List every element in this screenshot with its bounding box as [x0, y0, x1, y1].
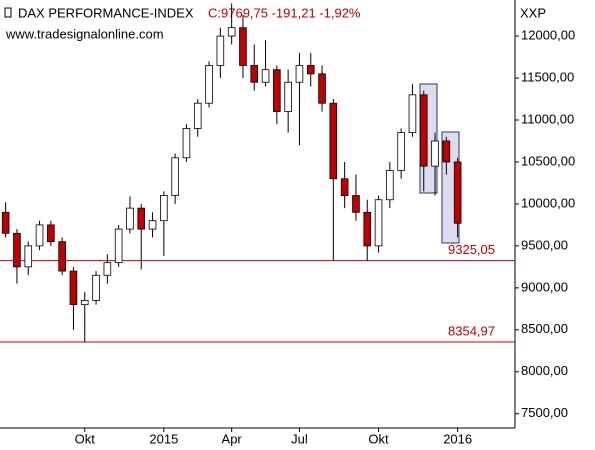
- candle-body: [171, 157, 179, 196]
- candle-body: [182, 127, 191, 159]
- candle-body: [431, 140, 439, 167]
- candle-body: [306, 65, 315, 75]
- axis-label: XXP: [520, 5, 546, 20]
- candle-body: [295, 65, 304, 83]
- x-tick-label: Okt: [368, 431, 389, 446]
- chart-title: DAX PERFORMANCE-INDEX: [18, 5, 194, 20]
- y-tick-label: 10000,00: [521, 195, 575, 210]
- source: www.tradesignalonline.com: [5, 26, 164, 41]
- candle-body: [239, 27, 247, 66]
- y-tick-label: 11500,00: [521, 69, 574, 84]
- y-tick-label: 11000,00: [521, 111, 574, 126]
- y-tick-label: 12000,00: [521, 28, 575, 43]
- candle-body: [160, 195, 168, 222]
- candle-body: [92, 274, 100, 301]
- candle-body: [126, 207, 134, 230]
- x-tick-label: 2015: [149, 431, 178, 446]
- candle-body: [419, 94, 428, 167]
- y-tick-label: 9500,00: [521, 237, 568, 252]
- support-label: 8354,97: [448, 323, 495, 338]
- candle-body: [35, 224, 44, 247]
- candle-body: [58, 241, 66, 272]
- candle-body: [24, 245, 33, 268]
- x-tick-label: 2016: [443, 431, 472, 446]
- candle-body: [103, 262, 112, 276]
- candle-body: [80, 300, 89, 306]
- candle-body: [284, 81, 292, 113]
- quote: C:9769,75 -191,21 -1,92%: [208, 5, 361, 20]
- candle-body: [363, 211, 372, 247]
- candle-body: [114, 228, 123, 264]
- candle-body: [329, 102, 338, 180]
- y-tick-label: 8500,00: [521, 321, 568, 336]
- candle-body: [227, 27, 236, 37]
- candle-body: [397, 132, 405, 171]
- candle-body: [216, 35, 225, 66]
- candle-body: [273, 69, 281, 113]
- y-tick-label: 9000,00: [521, 279, 568, 294]
- candle-body: [453, 161, 462, 224]
- candle-body: [442, 140, 451, 163]
- y-tick-label: 7500,00: [521, 405, 568, 420]
- candle-body: [386, 169, 394, 201]
- candle-body: [193, 102, 202, 129]
- x-tick-label: Okt: [75, 431, 96, 446]
- candle-body: [352, 195, 360, 213]
- candle-body: [261, 69, 270, 83]
- candle-body: [13, 232, 21, 268]
- candle-body: [250, 65, 259, 83]
- candle-body: [205, 65, 213, 104]
- x-tick-label: Apr: [222, 431, 243, 446]
- candle-body: [137, 207, 146, 230]
- y-tick-label: 10500,00: [521, 153, 575, 168]
- candle-body: [1, 211, 10, 234]
- candle-body: [318, 73, 326, 104]
- candle-body: [148, 220, 157, 230]
- icon: [4, 7, 12, 18]
- candle-body: [374, 199, 383, 247]
- support-label: 9325,05: [448, 242, 495, 257]
- candle-body: [47, 224, 55, 243]
- x-tick-label: Jul: [291, 431, 308, 446]
- candle-body: [69, 270, 78, 306]
- candle-body: [340, 178, 349, 196]
- candle-body: [408, 94, 417, 133]
- y-tick-label: 8000,00: [521, 363, 568, 378]
